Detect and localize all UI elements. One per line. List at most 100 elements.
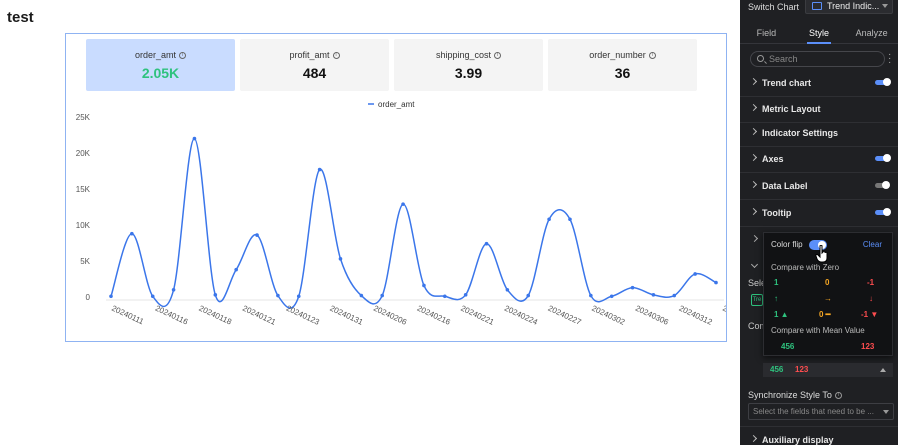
data-point — [526, 293, 531, 298]
hand-cursor-icon — [815, 245, 828, 263]
y-tick-label: 10K — [76, 221, 91, 230]
section-indicator-settings[interactable]: Indicator Settings — [740, 121, 898, 147]
x-tick-label: 20240118 — [197, 304, 233, 327]
section-trend-chart[interactable]: Trend chart — [740, 71, 898, 97]
sync-style-label: Synchronize Style To i — [748, 390, 842, 400]
data-point — [589, 293, 593, 298]
chevron-down-icon — [882, 4, 888, 8]
chevron-right-icon — [749, 207, 758, 216]
metric-card-order-amt[interactable]: order_amt i 2.05K — [86, 39, 235, 91]
section-axes[interactable]: Axes — [740, 147, 898, 173]
data-point — [401, 202, 405, 206]
x-tick-label: 20240221 — [459, 304, 496, 327]
x-tick-label: 20240123 — [285, 304, 322, 327]
data-point — [714, 280, 718, 285]
info-icon[interactable]: i — [332, 51, 340, 59]
section-tooltip[interactable]: Tooltip — [740, 201, 898, 227]
y-tick-label: 0 — [86, 293, 91, 302]
x-tick-label: 20240320 — [721, 304, 726, 327]
x-tick-label: 20240227 — [547, 304, 584, 327]
chart-type-select[interactable]: Trend Indic... — [805, 0, 893, 14]
y-tick-label: 25K — [76, 113, 91, 122]
page-title: test — [7, 9, 34, 26]
trend-chart-toggle[interactable] — [875, 78, 891, 86]
switch-chart-label: Switch Chart — [748, 2, 800, 12]
axes-toggle[interactable] — [875, 154, 891, 162]
arrow-up-icon: ↑ — [774, 294, 778, 303]
color-flip-popup: Color flip Clear Compare with Zero 1 0 -… — [763, 232, 893, 356]
style-panel: Switch Chart Trend Indic... Field Style … — [740, 0, 898, 445]
compare-label-partial: Com — [748, 321, 768, 331]
data-point — [171, 288, 176, 292]
metric-value: 36 — [614, 65, 631, 81]
metric-label: profit_amt — [289, 50, 330, 60]
section-metric-layout[interactable]: Metric Layout — [740, 97, 898, 123]
x-tick-label: 20240306 — [634, 304, 671, 327]
legend-label: order_amt — [378, 100, 415, 109]
data-point — [338, 257, 343, 261]
clear-button[interactable]: Clear — [862, 240, 882, 249]
x-tick-label: 20240111 — [110, 304, 145, 327]
search-input[interactable]: Search — [750, 51, 885, 67]
trend-tag[interactable]: Tre — [751, 294, 763, 306]
trend-chart-widget[interactable]: order_amt i 2.05K profit_amt i 484 shippin… — [65, 33, 727, 342]
y-tick-label: 15K — [76, 185, 91, 194]
data-label-toggle[interactable] — [875, 181, 890, 189]
x-tick-label: 20240224 — [503, 304, 540, 327]
data-point — [150, 294, 155, 299]
metric-value: 484 — [302, 65, 327, 81]
color-flip-label: Color flip — [771, 240, 803, 249]
data-point — [380, 293, 385, 298]
tab-style[interactable]: Style — [793, 22, 846, 44]
data-point — [630, 285, 635, 290]
data-point — [359, 293, 364, 298]
canvas: test order_amt i 2.05K profit_amt i 484 sh… — [7, 9, 727, 342]
y-tick-label: 20K — [76, 149, 91, 158]
x-tick-label: 20240302 — [590, 304, 627, 327]
line-chart[interactable]: 0 5K 10K 15K 20K 25K 20240111 20240116 20240118 2… — [66, 34, 726, 341]
chevron-up-icon — [880, 368, 886, 372]
metric-value: 2.05K — [141, 65, 180, 81]
arrow-right-icon: → — [824, 294, 832, 303]
data-point — [693, 272, 697, 276]
sync-style-select[interactable]: Select the fields that need to be ... — [748, 403, 894, 420]
compare-zero-label: Compare with Zero — [771, 263, 840, 272]
info-icon[interactable]: i — [648, 51, 656, 59]
metric-card-profit-amt[interactable]: profit_amt i 484 — [240, 39, 389, 91]
section-data-label[interactable]: Data Label — [740, 174, 898, 200]
data-point — [547, 217, 551, 222]
data-point — [463, 293, 468, 297]
chevron-right-icon — [749, 77, 758, 86]
data-point — [317, 167, 322, 172]
info-icon[interactable]: i — [834, 391, 842, 399]
search-icon — [757, 55, 764, 62]
tab-analyze[interactable]: Analyze — [855, 28, 888, 38]
x-tick-label: 20240121 — [241, 304, 278, 327]
more-options-icon[interactable]: · · · — [888, 49, 892, 68]
data-point — [109, 294, 113, 299]
chevron-right-icon — [749, 153, 758, 162]
data-point — [192, 136, 197, 141]
metric-value: 3.99 — [454, 65, 483, 81]
metric-card-order-number[interactable]: order_number i 36 — [548, 39, 697, 91]
chevron-right-icon — [749, 103, 758, 112]
data-point — [442, 294, 447, 299]
data-point — [255, 233, 259, 237]
info-icon[interactable]: i — [179, 51, 187, 59]
tooltip-toggle[interactable] — [875, 208, 891, 216]
chart-type-value: Trend Indic... — [827, 1, 880, 11]
tab-field[interactable]: Field — [756, 28, 777, 38]
data-point — [568, 217, 572, 222]
metric-cards: order_amt i 2.05K profit_amt i 484 shippin… — [86, 39, 697, 91]
arrow-down-icon: ↓ — [869, 294, 873, 303]
metric-label: shipping_cost — [435, 50, 492, 60]
color-preview-select[interactable]: 456 123 — [763, 363, 893, 377]
chevron-right-icon — [749, 180, 758, 189]
section-auxiliary-display[interactable]: Auxiliary display — [740, 426, 898, 445]
x-tick-label: 20240116 — [154, 304, 190, 327]
panel-tabs: Field Style Analyze — [740, 22, 898, 44]
data-point — [276, 293, 280, 298]
info-icon[interactable]: i — [494, 51, 502, 59]
chevron-down-icon — [883, 410, 889, 414]
metric-card-shipping-cost[interactable]: shipping_cost i 3.99 — [394, 39, 543, 91]
